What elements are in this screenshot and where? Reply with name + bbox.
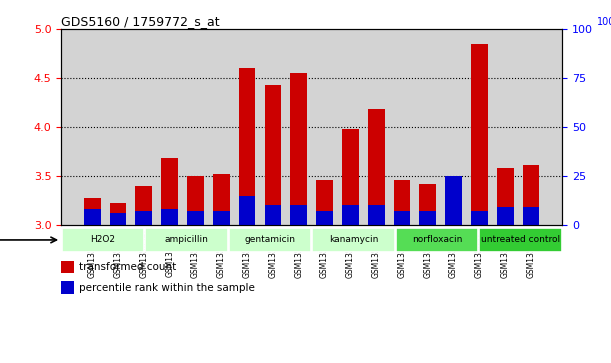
- Text: norfloxacin: norfloxacin: [412, 235, 462, 244]
- Bar: [419, 184, 436, 225]
- Bar: [265, 205, 281, 225]
- Bar: [368, 205, 384, 225]
- Bar: [61, 261, 74, 273]
- Bar: [161, 209, 178, 225]
- Bar: [393, 211, 411, 225]
- Bar: [136, 186, 152, 225]
- Bar: [213, 174, 230, 225]
- Bar: [161, 158, 178, 225]
- Bar: [393, 180, 411, 225]
- Text: percentile rank within the sample: percentile rank within the sample: [79, 282, 255, 293]
- Bar: [479, 228, 562, 252]
- Bar: [342, 205, 359, 225]
- Bar: [445, 190, 462, 225]
- Bar: [312, 228, 395, 252]
- Bar: [110, 204, 126, 225]
- Bar: [522, 165, 540, 225]
- Bar: [229, 228, 311, 252]
- Bar: [396, 228, 478, 252]
- Text: H2O2: H2O2: [90, 235, 115, 244]
- Text: gentamicin: gentamicin: [244, 235, 295, 244]
- Bar: [110, 213, 126, 225]
- Bar: [239, 196, 255, 225]
- Bar: [136, 211, 152, 225]
- Bar: [522, 207, 540, 225]
- Bar: [187, 211, 204, 225]
- Bar: [62, 228, 144, 252]
- Bar: [471, 211, 488, 225]
- Text: untreated control: untreated control: [481, 235, 560, 244]
- Bar: [213, 211, 230, 225]
- Bar: [316, 211, 333, 225]
- Bar: [497, 168, 513, 225]
- Bar: [61, 281, 74, 294]
- Bar: [419, 211, 436, 225]
- Bar: [145, 228, 227, 252]
- Bar: [471, 44, 488, 225]
- Text: GDS5160 / 1759772_s_at: GDS5160 / 1759772_s_at: [61, 15, 220, 28]
- Bar: [316, 180, 333, 225]
- Text: kanamycin: kanamycin: [329, 235, 378, 244]
- Text: 100%: 100%: [597, 17, 611, 27]
- Bar: [187, 176, 204, 225]
- Bar: [290, 205, 307, 225]
- Bar: [239, 68, 255, 225]
- Bar: [445, 176, 462, 225]
- Bar: [290, 73, 307, 225]
- Bar: [368, 109, 384, 225]
- Bar: [342, 129, 359, 225]
- Text: transformed count: transformed count: [79, 262, 176, 272]
- Text: ampicillin: ampicillin: [164, 235, 208, 244]
- Bar: [84, 197, 101, 225]
- Bar: [497, 207, 513, 225]
- Bar: [265, 85, 281, 225]
- Bar: [84, 209, 101, 225]
